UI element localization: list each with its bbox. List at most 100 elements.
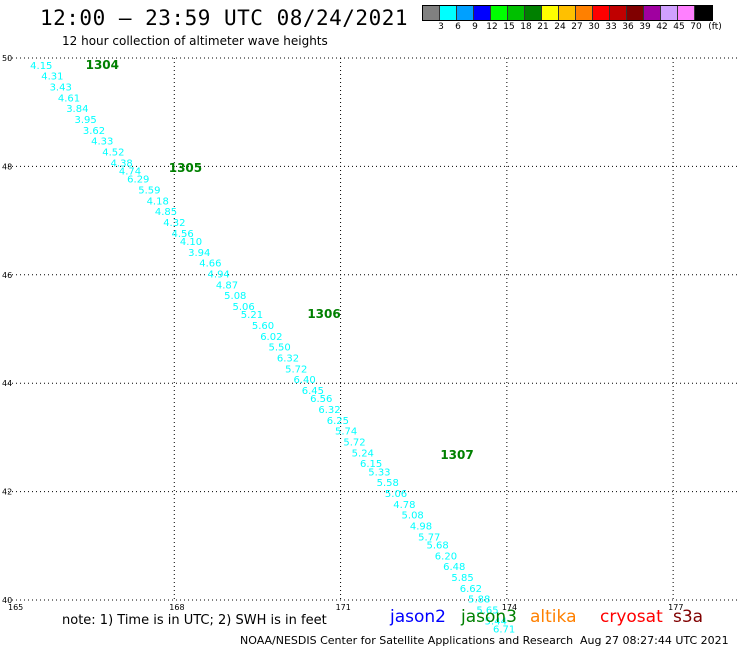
swh-point-label: 4.38	[111, 158, 133, 169]
swh-point-label: 5.65	[476, 606, 498, 617]
credit-text: NOAA/NESDIS Center for Satellite Applica…	[240, 634, 574, 647]
swh-point-label: 5.85	[451, 573, 473, 584]
swh-point-label: 6.62	[460, 584, 482, 595]
swh-point-label: 6.20	[435, 551, 457, 562]
time-label: 1307	[440, 448, 473, 462]
time-label: 1305	[169, 161, 202, 175]
swh-point-label: 6.45	[302, 386, 324, 397]
swh-point-label: 5.72	[285, 364, 307, 375]
swh-point-label: 5.08	[402, 511, 424, 522]
swh-point-label: 4.15	[30, 61, 52, 72]
color-swatch	[542, 6, 559, 20]
swh-point-label: 4.94	[208, 270, 230, 281]
color-swatch	[525, 6, 542, 20]
swh-point-label: 4.85	[155, 207, 177, 218]
swh-point-label: 4.56	[172, 229, 194, 240]
swh-point-label: 5.60	[252, 321, 274, 332]
color-legend-tick: 21	[537, 22, 549, 32]
swh-point-label: 4.98	[410, 522, 432, 533]
color-legend-bar	[422, 5, 713, 21]
swh-point-label: 4.33	[91, 137, 113, 148]
color-legend-unit: (ft)	[708, 22, 722, 32]
color-swatch	[678, 6, 695, 20]
sat-label-altika: altika	[530, 607, 577, 627]
color-legend-tick: 18	[520, 22, 532, 32]
color-swatch	[440, 6, 457, 20]
color-swatch	[474, 6, 491, 20]
page-subtitle: 12 hour collection of altimeter wave hei…	[62, 34, 328, 48]
color-legend-tick: 24	[554, 22, 566, 32]
swh-point-label: 6.40	[293, 375, 315, 386]
color-legend-tick: 42	[656, 22, 668, 32]
swh-point-label: 6.02	[260, 332, 282, 343]
swh-point-label: 3.94	[188, 248, 210, 259]
swh-point-label: 5.06	[385, 489, 407, 500]
y-tick-label: 48	[2, 162, 12, 171]
swh-point-label: 3.43	[50, 83, 72, 94]
color-swatch	[695, 6, 712, 20]
swh-point-label: 6.15	[360, 459, 382, 470]
color-swatch	[593, 6, 610, 20]
color-legend-tick: 12	[486, 22, 498, 32]
swh-point-label: 6.48	[443, 562, 465, 573]
swh-point-label: 4.74	[119, 167, 141, 178]
swh-point-label: 5.88	[468, 595, 490, 606]
swh-point-label: 4.32	[163, 218, 185, 229]
color-legend-tick: 36	[622, 22, 634, 32]
swh-point-label: 4.78	[393, 500, 415, 511]
swh-point-label: 3.95	[75, 115, 97, 126]
footer-note: note: 1) Time is in UTC; 2) SWH is in fe…	[62, 613, 327, 628]
x-tick-label: 174	[502, 603, 517, 612]
color-legend-tick: 9	[472, 22, 478, 32]
swh-point-label: 5.08	[224, 291, 246, 302]
swh-point-label: 5.77	[418, 532, 440, 543]
swh-point-label: 5.74	[335, 427, 357, 438]
generated-timestamp: Aug 27 08:27:44 UTC 2021	[580, 634, 729, 647]
swh-point-label: 6.32	[318, 405, 340, 416]
color-swatch	[610, 6, 627, 20]
time-label: 1306	[307, 307, 340, 321]
x-tick-label: 177	[668, 603, 683, 612]
swh-point-label: 4.18	[147, 196, 169, 207]
color-swatch	[661, 6, 678, 20]
color-swatch	[508, 6, 525, 20]
color-swatch	[644, 6, 661, 20]
y-tick-label: 44	[2, 379, 12, 388]
time-label: 1304	[86, 58, 119, 72]
color-swatch	[457, 6, 474, 20]
swh-point-label: 5.06	[232, 302, 254, 313]
swh-point-label: 4.87	[216, 280, 238, 291]
swh-point-label: 5.72	[343, 438, 365, 449]
swh-point-label: 5.59	[138, 186, 160, 197]
color-legend-tick: 45	[673, 22, 685, 32]
color-legend-tick: 70	[690, 22, 702, 32]
swh-point-label: 4.31	[41, 72, 63, 83]
x-tick-label: 168	[169, 603, 184, 612]
color-legend-tick: 3	[438, 22, 444, 32]
swh-point-label: 5.33	[368, 467, 390, 478]
swh-point-label: 5.24	[352, 448, 374, 459]
color-swatch	[559, 6, 576, 20]
swh-point-label: 4.66	[199, 259, 221, 270]
swh-point-label: 6.25	[327, 416, 349, 427]
y-tick-label: 50	[2, 54, 12, 63]
swh-point-label: 3.84	[66, 104, 88, 115]
y-tick-label: 46	[2, 271, 12, 280]
swh-point-label: 6.32	[277, 354, 299, 365]
swh-point-label: 5.68	[426, 541, 448, 552]
color-legend-tick: 30	[588, 22, 600, 32]
color-swatch	[627, 6, 644, 20]
swh-point-label: 6.71	[493, 625, 515, 636]
swh-point-label: 5.50	[269, 343, 291, 354]
swh-point-label: 6.56	[310, 394, 332, 405]
x-tick-label: 165	[8, 603, 23, 612]
page-title: 12:00 – 23:59 UTC 08/24/2021	[40, 6, 409, 30]
swh-point-label: 5.58	[377, 478, 399, 489]
color-swatch	[423, 6, 440, 20]
color-legend-tick: 15	[503, 22, 515, 32]
x-tick-label: 171	[336, 603, 351, 612]
swh-point-label: 4.61	[58, 93, 80, 104]
color-legend-tick: 39	[639, 22, 651, 32]
